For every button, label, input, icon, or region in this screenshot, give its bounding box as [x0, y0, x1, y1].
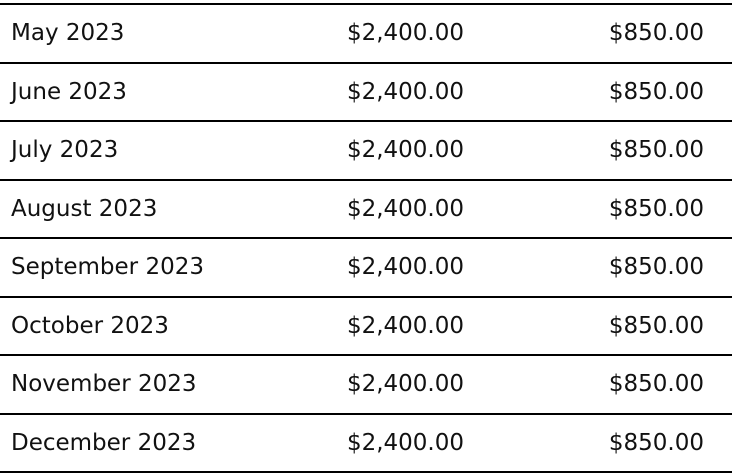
- table-row: November 2023 $2,400.00 $850.00: [0, 354, 732, 413]
- amount-cell: $2,400.00: [346, 429, 464, 456]
- amount-cell: $850.00: [608, 137, 704, 163]
- table-row: August 2023 $2,400.00 $850.00: [0, 178, 732, 238]
- amount-cell: $2,400.00: [346, 195, 464, 222]
- amount-cell: $850.00: [608, 195, 704, 222]
- month-cell: June 2023: [11, 78, 127, 105]
- amount-cell: $850.00: [608, 312, 704, 339]
- month-cell: October 2023: [11, 312, 169, 339]
- month-cell: May 2023: [11, 20, 125, 46]
- amount-cell: $850.00: [608, 371, 704, 397]
- amount-cell: $850.00: [608, 429, 704, 456]
- amount-cell: $2,400.00: [346, 137, 464, 163]
- month-cell: July 2023: [11, 137, 119, 163]
- amount-cell: $850.00: [608, 20, 704, 46]
- table-row: October 2023 $2,400.00 $850.00: [0, 295, 732, 355]
- amount-cell: $2,400.00: [346, 20, 464, 46]
- month-cell: September 2023: [11, 254, 204, 280]
- month-cell: December 2023: [11, 429, 197, 456]
- month-cell: November 2023: [11, 371, 197, 397]
- amount-cell: $850.00: [608, 254, 704, 280]
- table-row: June 2023 $2,400.00 $850.00: [0, 61, 732, 121]
- amount-cell: $850.00: [608, 78, 704, 105]
- table-row: September 2023 $2,400.00 $850.00: [0, 237, 732, 296]
- table-row: July 2023 $2,400.00 $850.00: [0, 120, 732, 179]
- table-row: May 2023 $2,400.00 $850.00: [0, 3, 732, 62]
- amount-cell: $2,400.00: [346, 312, 464, 339]
- table-row: December 2023 $2,400.00 $850.00: [0, 412, 732, 473]
- amount-cell: $2,400.00: [346, 254, 464, 280]
- month-cell: August 2023: [11, 195, 158, 222]
- amount-cell: $2,400.00: [346, 371, 464, 397]
- amount-cell: $2,400.00: [346, 78, 464, 105]
